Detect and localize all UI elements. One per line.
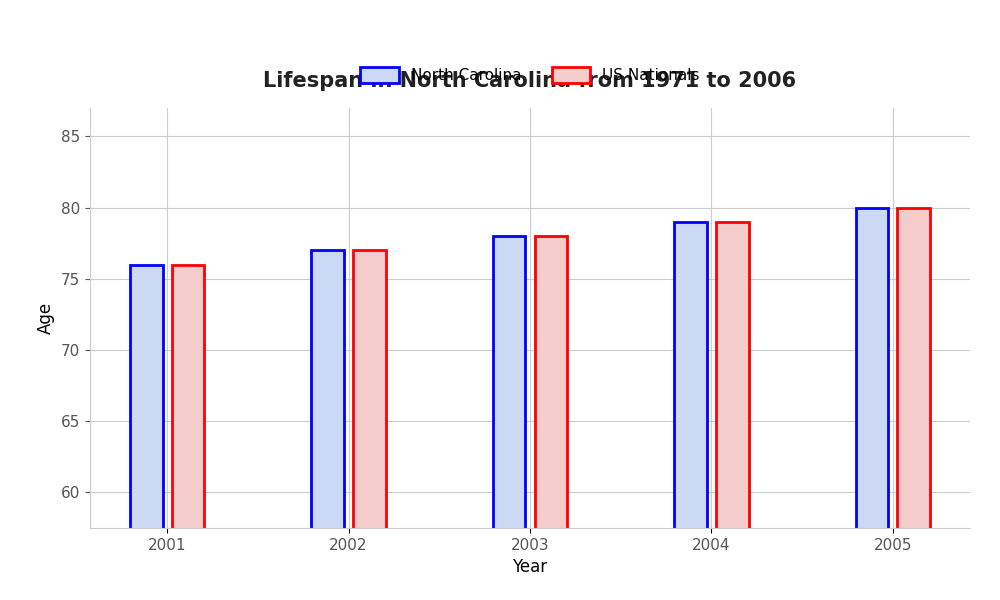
Bar [172, 265, 204, 600]
Bar [493, 236, 525, 600]
Title: Lifespan in North Carolina from 1971 to 2006: Lifespan in North Carolina from 1971 to … [263, 71, 797, 91]
Bar [897, 208, 930, 600]
X-axis label: Year: Year [512, 558, 548, 576]
Bar [535, 236, 567, 600]
Bar [311, 250, 344, 600]
Legend: North Carolina, US Nationals: North Carolina, US Nationals [354, 61, 706, 89]
Y-axis label: Age: Age [37, 302, 55, 334]
Bar [674, 222, 707, 600]
Bar [130, 265, 163, 600]
Bar [716, 222, 749, 600]
Bar [856, 208, 888, 600]
Bar [353, 250, 386, 600]
